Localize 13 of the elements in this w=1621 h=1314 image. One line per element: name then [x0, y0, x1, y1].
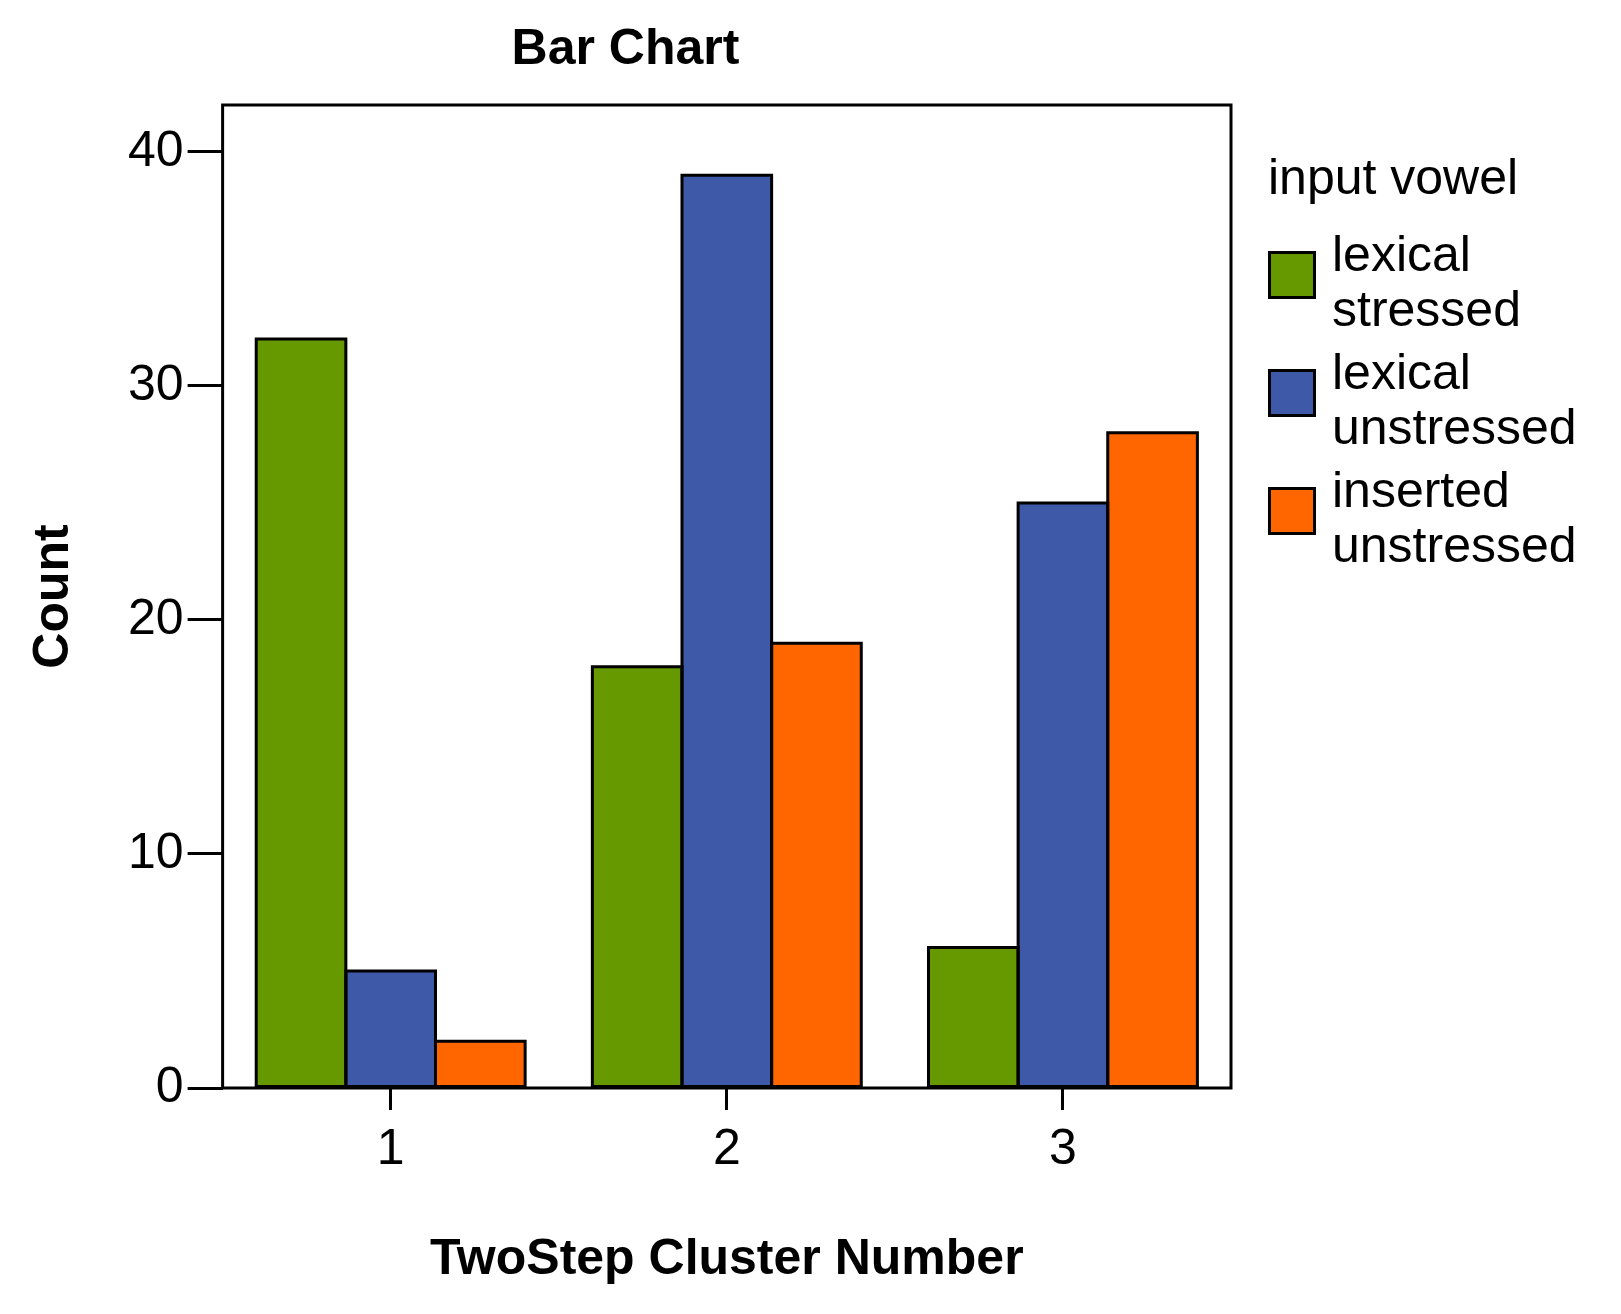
y-tick-label: 0: [155, 1056, 184, 1113]
chart-title: Bar Chart: [511, 18, 740, 75]
x-axis-title: TwoStep Cluster Number: [430, 1228, 1024, 1285]
y-tick-label: 10: [127, 822, 184, 879]
y-tick-label: 20: [127, 588, 184, 645]
legend-title: input vowel: [1268, 149, 1520, 205]
y-tick-label: 40: [127, 120, 184, 177]
y-axis-title: Count: [22, 523, 79, 669]
x-tick-label: 2: [712, 1118, 741, 1175]
x-tick-label: 1: [376, 1118, 405, 1175]
y-tick-label: 30: [127, 354, 184, 411]
x-tick-label: 3: [1049, 1118, 1077, 1175]
legend-label: inserted unstressed: [1332, 462, 1578, 573]
